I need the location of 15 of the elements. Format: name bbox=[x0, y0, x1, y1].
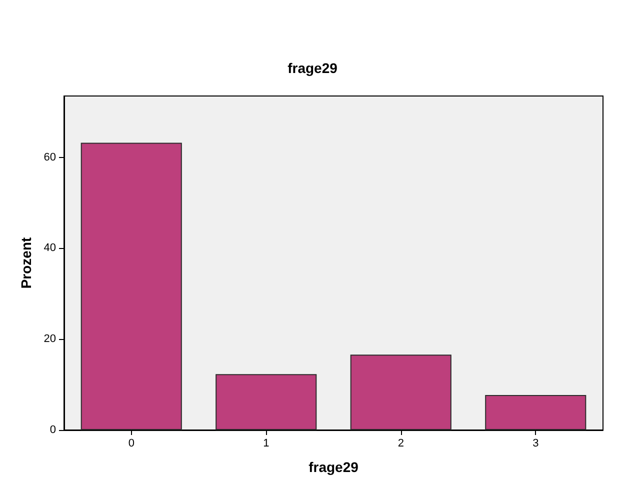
y-tick-label: 20 bbox=[44, 333, 56, 346]
y-tick-label: 60 bbox=[44, 151, 56, 164]
x-axis-title: frage29 bbox=[308, 459, 359, 475]
bar bbox=[350, 354, 452, 430]
x-tick-label: 1 bbox=[263, 438, 270, 450]
y-axis-title: Prozent bbox=[18, 236, 34, 289]
x-tick-label: 3 bbox=[532, 438, 539, 450]
x-tick-label: 0 bbox=[128, 438, 134, 450]
chart-title: frage29 bbox=[288, 60, 338, 76]
bar bbox=[485, 395, 586, 430]
bar bbox=[216, 374, 317, 430]
x-tick-label: 2 bbox=[398, 438, 404, 450]
bar bbox=[80, 142, 182, 430]
y-tick-label: 0 bbox=[50, 424, 56, 436]
y-tick-label: 40 bbox=[44, 242, 56, 254]
